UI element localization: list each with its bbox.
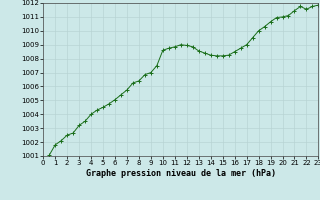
X-axis label: Graphe pression niveau de la mer (hPa): Graphe pression niveau de la mer (hPa)	[86, 169, 276, 178]
